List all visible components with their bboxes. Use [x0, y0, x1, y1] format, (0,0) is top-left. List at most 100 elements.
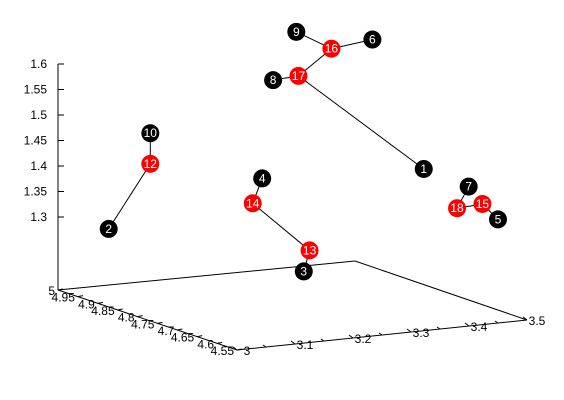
node-marker — [414, 159, 433, 178]
y-tick-label: 4.6 — [197, 337, 214, 351]
z-tick-label: 1.4 — [30, 159, 47, 173]
y-tick — [177, 328, 183, 331]
node-4: 4 — [253, 169, 272, 188]
node-label: 4 — [259, 171, 266, 185]
x-minor-tick — [262, 344, 267, 348]
node-marker — [473, 194, 492, 213]
node-marker — [289, 66, 308, 85]
edge-12-2 — [108, 163, 151, 230]
node-marker — [99, 219, 118, 238]
node-marker — [489, 210, 507, 229]
x-tick-label: 3.3 — [413, 326, 430, 340]
node-label: 12 — [144, 157, 158, 171]
node-label: 9 — [293, 25, 300, 39]
y-tick — [197, 335, 203, 338]
y-tick — [137, 315, 143, 318]
node-label: 15 — [476, 197, 490, 211]
node-label: 5 — [495, 212, 502, 226]
node-17: 17 — [289, 66, 308, 85]
z-tick-label: 1.35 — [24, 185, 48, 199]
y-tick-label: 4.85 — [91, 304, 115, 318]
node-14: 14 — [243, 194, 262, 213]
y-tick — [117, 308, 123, 311]
node-16: 16 — [322, 39, 341, 58]
x-tick-label: 3.4 — [471, 320, 488, 334]
node-marker — [294, 262, 313, 281]
y-tick-label: 4.95 — [52, 291, 76, 305]
y-axis-line — [57, 289, 238, 351]
node-marker — [243, 194, 262, 213]
edge-17-1 — [298, 75, 425, 170]
node-marker — [300, 241, 319, 260]
y-tick-label: 4.9 — [78, 297, 95, 311]
x-minor-tick — [494, 320, 499, 324]
x-minor-tick — [378, 332, 383, 336]
node-label: 10 — [144, 126, 158, 140]
z-tick-label: 1.5 — [30, 108, 47, 122]
node-18: 18 — [448, 199, 467, 218]
node-marker — [287, 22, 306, 41]
node-marker — [448, 199, 467, 218]
node-label: 18 — [450, 201, 464, 215]
node-label: 3 — [300, 264, 307, 278]
node-label: 17 — [292, 69, 306, 83]
x-tick — [522, 316, 528, 321]
node-3: 3 — [294, 262, 313, 281]
y-tick-label: 4.65 — [171, 331, 195, 345]
z-tick-label: 1.45 — [24, 134, 48, 148]
node-label: 13 — [303, 243, 317, 257]
node-9: 9 — [287, 22, 306, 41]
x-tick-label: 3.2 — [355, 332, 372, 346]
x-tick — [464, 322, 470, 327]
edge-14-13 — [252, 202, 310, 251]
node-1: 1 — [414, 159, 433, 178]
right-axis-line — [354, 260, 528, 321]
node-2: 2 — [99, 219, 118, 238]
y-tick — [236, 348, 243, 351]
node-label: 6 — [369, 33, 376, 47]
axes: 1.3 1.35 1.4 1.45 1.5 1.55 1.6 3 3.1 3.2 3.3 3.4 3.5… — [24, 57, 546, 358]
node-marker — [363, 30, 382, 49]
x-minor-tick — [320, 338, 325, 342]
node-marker — [264, 71, 283, 90]
y-tick-label: 4.7 — [158, 324, 175, 338]
edges — [108, 31, 499, 272]
x-minor-tick — [436, 326, 441, 330]
y-tick-label: 4.55 — [211, 344, 235, 358]
y-tick-label: 4.8 — [118, 311, 135, 325]
y-tick — [157, 321, 163, 324]
x-tick — [290, 340, 296, 345]
x-tick — [348, 334, 354, 339]
node-5: 5 — [489, 210, 507, 229]
node-7: 7 — [459, 177, 478, 196]
node-label: 8 — [270, 73, 277, 87]
node-6: 6 — [363, 30, 382, 49]
node-marker — [253, 169, 272, 188]
node-label: 1 — [420, 162, 427, 176]
node-marker — [322, 39, 341, 58]
x-tick — [232, 346, 238, 351]
y-tick-label: 5 — [48, 284, 55, 298]
node-13: 13 — [300, 241, 319, 260]
node-marker — [141, 124, 160, 143]
node-label: 2 — [105, 222, 112, 236]
node-label: 7 — [465, 180, 472, 194]
node-12: 12 — [141, 154, 160, 173]
z-tick-label: 1.55 — [24, 83, 48, 97]
x-tick — [406, 328, 412, 333]
x-tick-label: 3.5 — [529, 314, 546, 328]
y-tick — [217, 341, 223, 344]
x-tick-label: 3 — [244, 344, 251, 358]
z-tick-label: 1.6 — [30, 57, 47, 71]
node-15: 15 — [473, 194, 492, 213]
node-marker — [459, 177, 478, 196]
y-tick — [97, 301, 103, 304]
node-8: 8 — [264, 71, 283, 90]
node-label: 16 — [325, 42, 339, 56]
y-tick-label: 4.75 — [131, 317, 155, 331]
y-tick — [77, 295, 83, 298]
node-10: 10 — [141, 124, 160, 143]
node-marker — [141, 154, 160, 173]
